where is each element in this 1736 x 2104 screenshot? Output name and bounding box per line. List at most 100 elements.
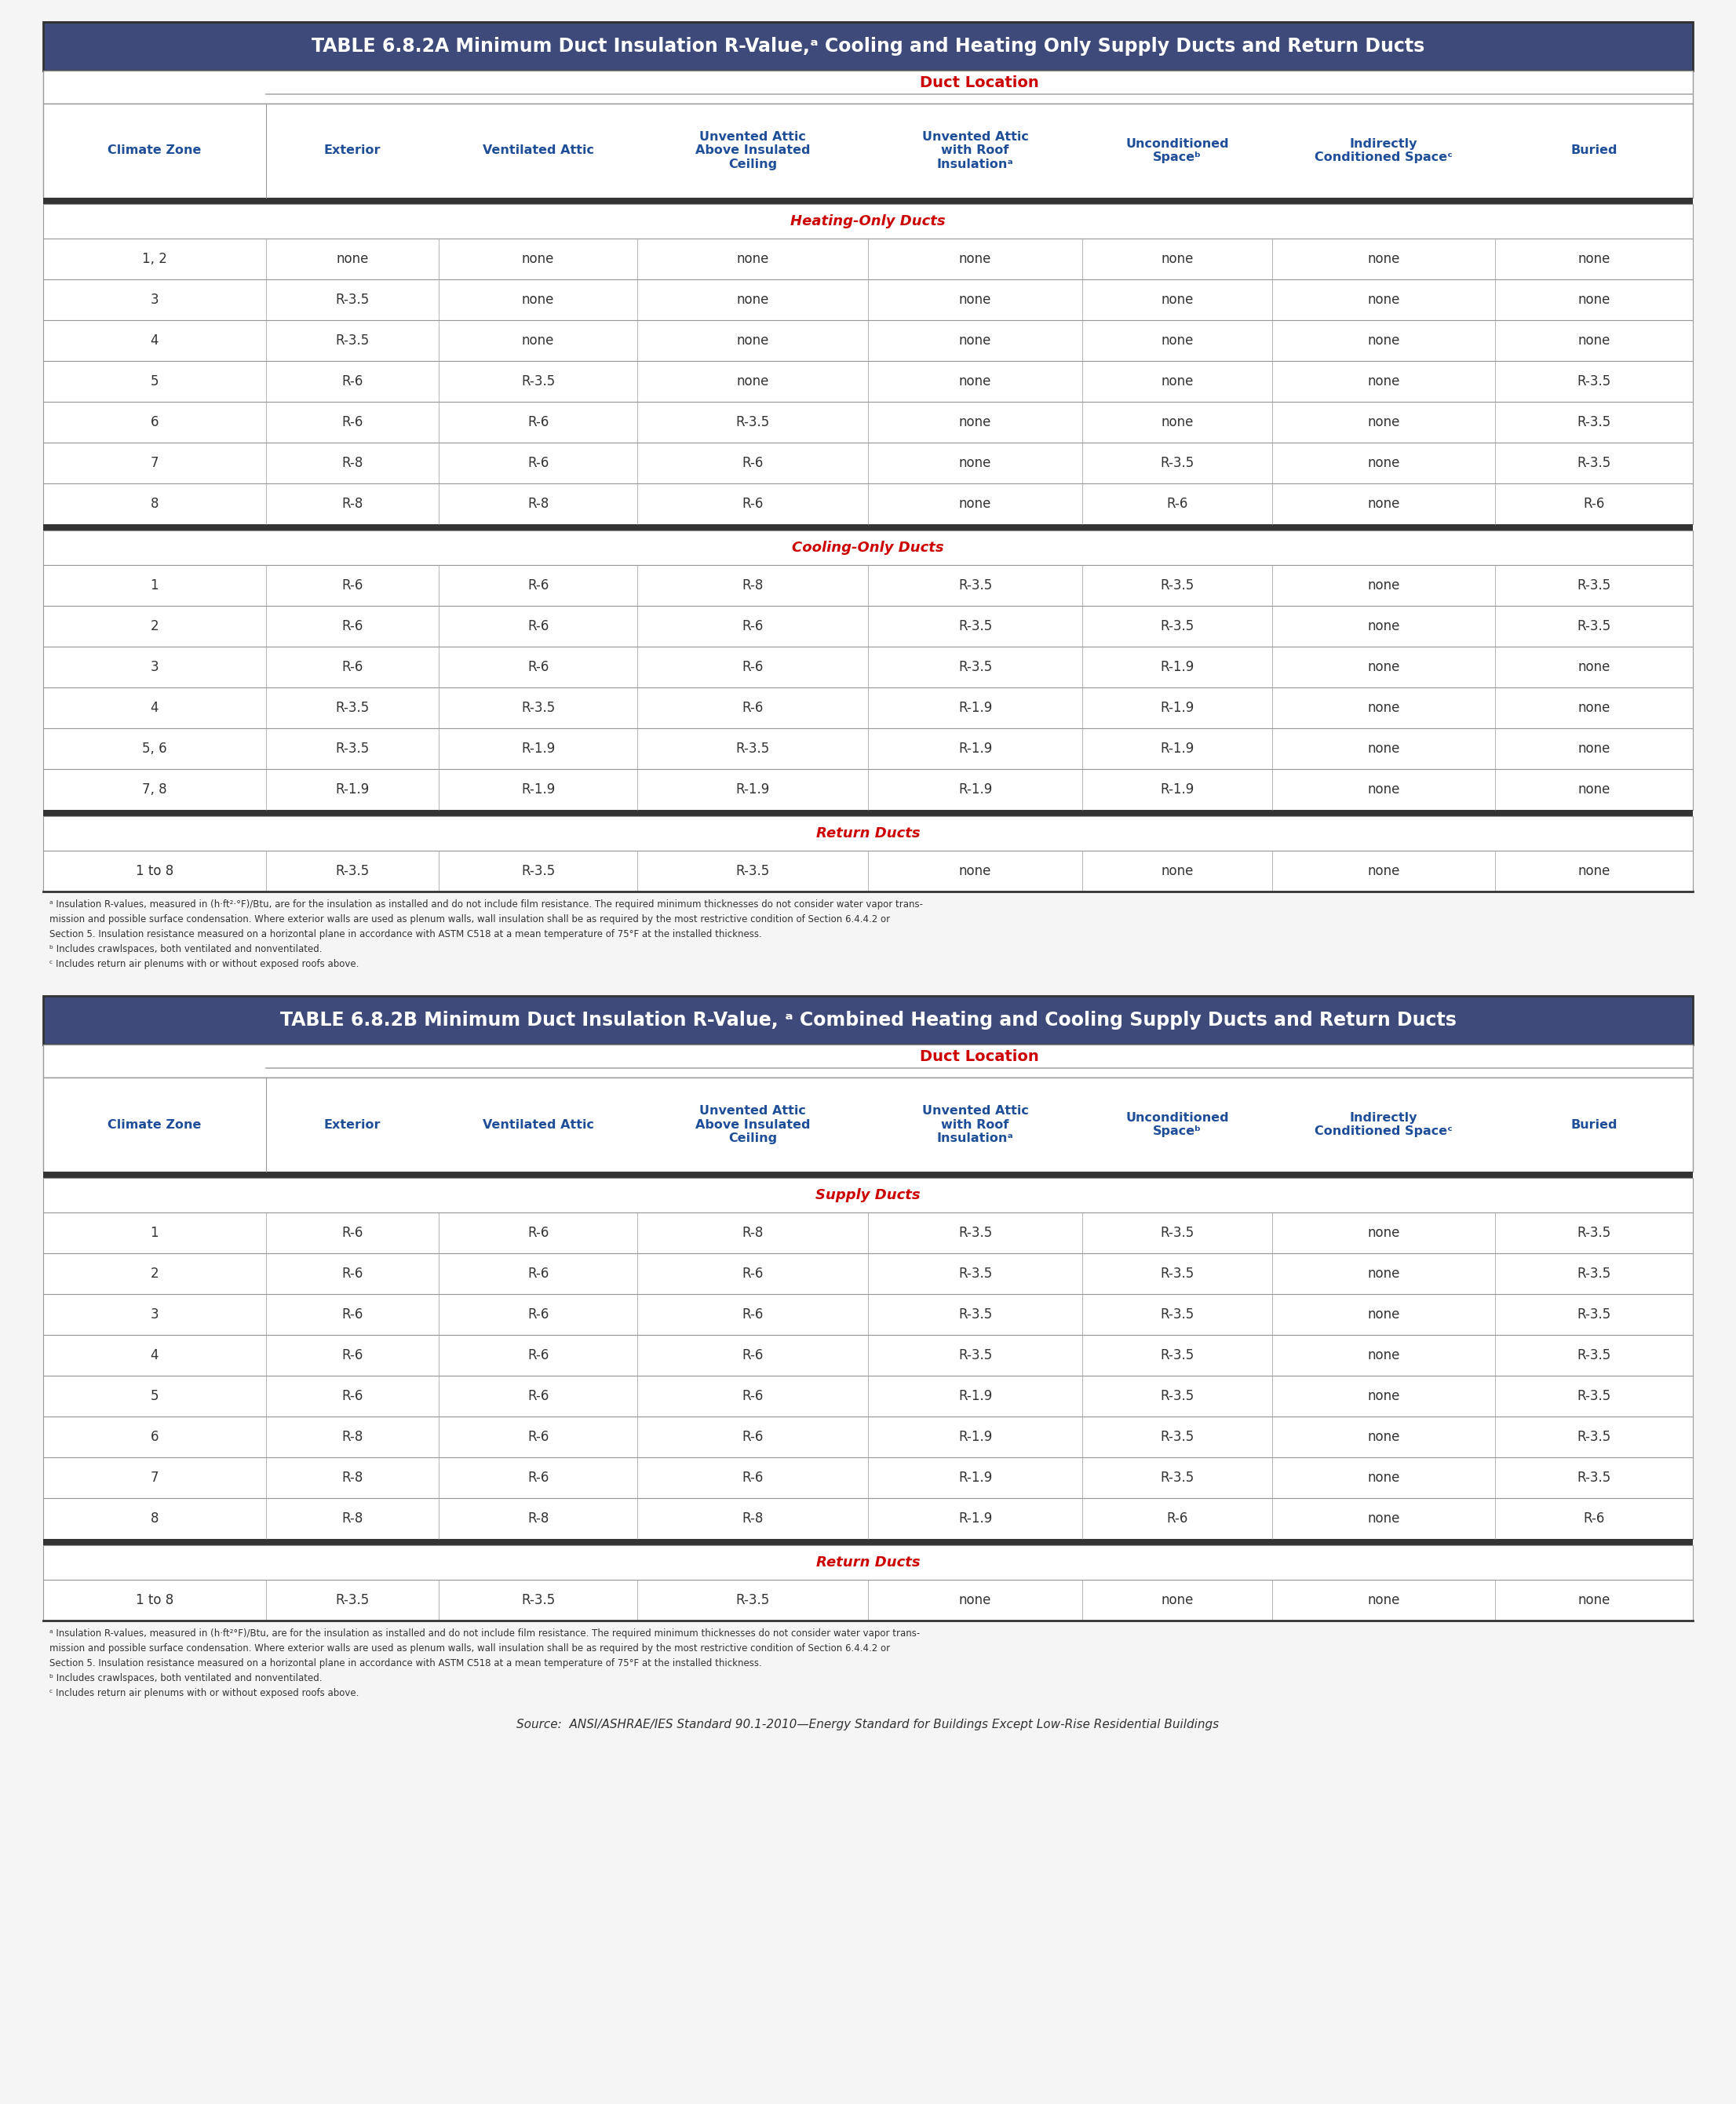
Text: R-6: R-6 [342, 1307, 363, 1321]
Text: Exterior: Exterior [325, 145, 380, 156]
Text: 7: 7 [151, 1471, 158, 1485]
Text: R-3.5: R-3.5 [958, 619, 993, 633]
Bar [43, 1458, 1693, 1498]
Text: R-1.9: R-1.9 [1160, 661, 1194, 673]
Text: R-1.9: R-1.9 [1160, 783, 1194, 797]
Text: R-1.9: R-1.9 [1160, 701, 1194, 715]
Text: R-3.5: R-3.5 [1160, 1431, 1194, 1443]
Text: R-1.9: R-1.9 [958, 741, 993, 755]
Text: mission and possible surface condensation. Where exterior walls are used as plen: mission and possible surface condensatio… [49, 1643, 891, 1654]
Text: R-6: R-6 [741, 1307, 764, 1321]
Text: R-3.5: R-3.5 [521, 1593, 556, 1607]
Text: R-3.5: R-3.5 [1576, 457, 1611, 469]
Text: none: none [1368, 619, 1399, 633]
Text: none: none [958, 252, 991, 265]
Text: none: none [1578, 783, 1609, 797]
Text: R-3.5: R-3.5 [1576, 579, 1611, 593]
Text: Heating-Only Ducts: Heating-Only Ducts [790, 215, 946, 229]
Text: R-6: R-6 [528, 1389, 549, 1403]
Text: none: none [1368, 375, 1399, 389]
Bar [43, 1172, 1693, 1178]
Text: none: none [1161, 252, 1194, 265]
Bar [43, 21, 1693, 72]
Text: none: none [736, 335, 769, 347]
Text: none: none [1368, 741, 1399, 755]
Text: none: none [1161, 375, 1194, 389]
Text: R-3.5: R-3.5 [958, 1227, 993, 1239]
Text: R-1.9: R-1.9 [958, 1389, 993, 1403]
Text: R-6: R-6 [528, 1267, 549, 1281]
Text: Unconditioned
Spaceᵇ: Unconditioned Spaceᵇ [1125, 1111, 1229, 1138]
Text: R-6: R-6 [342, 661, 363, 673]
Bar [43, 1498, 1693, 1538]
Text: none: none [1368, 865, 1399, 877]
Text: none: none [523, 292, 554, 307]
Text: 8: 8 [151, 497, 158, 511]
Text: none: none [1161, 292, 1194, 307]
Text: ᶜ Includes return air plenums with or without exposed roofs above.: ᶜ Includes return air plenums with or wi… [49, 959, 359, 970]
Text: none: none [736, 252, 769, 265]
Text: none: none [958, 375, 991, 389]
Text: R-6: R-6 [741, 701, 764, 715]
Text: Source:  ANSI/ASHRAE/IES Standard 90.1-2010—Energy Standard for Buildings Except: Source: ANSI/ASHRAE/IES Standard 90.1-20… [517, 1719, 1219, 1729]
Text: R-8: R-8 [741, 1511, 764, 1525]
Text: Exterior: Exterior [325, 1119, 380, 1130]
Text: R-3.5: R-3.5 [1160, 1227, 1194, 1239]
Bar [43, 1254, 1693, 1294]
Text: R-6: R-6 [528, 1431, 549, 1443]
Text: none: none [1368, 414, 1399, 429]
Text: Unvented Attic
Above Insulated
Ceiling: Unvented Attic Above Insulated Ceiling [694, 1105, 811, 1145]
Text: R-6: R-6 [528, 414, 549, 429]
Bar [43, 1044, 1693, 1077]
Text: none: none [1368, 292, 1399, 307]
Text: Cooling-Only Ducts: Cooling-Only Ducts [792, 541, 944, 555]
Text: R-6: R-6 [1167, 1511, 1187, 1525]
Text: 7, 8: 7, 8 [142, 783, 167, 797]
Bar [43, 530, 1693, 566]
Text: none: none [1161, 865, 1194, 877]
Text: 3: 3 [151, 661, 158, 673]
Text: none: none [958, 457, 991, 469]
Text: none: none [1578, 1593, 1609, 1607]
Text: none: none [1368, 1389, 1399, 1403]
Text: 4: 4 [151, 335, 158, 347]
Bar [43, 1376, 1693, 1416]
Text: R-6: R-6 [1583, 497, 1604, 511]
Text: Buried: Buried [1571, 145, 1618, 156]
Bar [43, 1334, 1693, 1376]
Text: Unvented Attic
Above Insulated
Ceiling: Unvented Attic Above Insulated Ceiling [694, 130, 811, 170]
Text: none: none [523, 335, 554, 347]
Text: R-3.5: R-3.5 [1576, 1349, 1611, 1363]
Text: none: none [1578, 661, 1609, 673]
Text: none: none [1368, 1267, 1399, 1281]
Text: 3: 3 [151, 292, 158, 307]
Text: R-3.5: R-3.5 [1160, 579, 1194, 593]
Text: R-6: R-6 [528, 1307, 549, 1321]
Text: none: none [1368, 1431, 1399, 1443]
Text: R-3.5: R-3.5 [736, 741, 769, 755]
Text: R-8: R-8 [342, 1471, 363, 1485]
Text: none: none [1161, 335, 1194, 347]
Text: none: none [1161, 1593, 1194, 1607]
Bar [43, 850, 1693, 892]
Text: none: none [958, 865, 991, 877]
Text: R-6: R-6 [342, 619, 363, 633]
Text: R-1.9: R-1.9 [736, 783, 769, 797]
Bar [43, 688, 1693, 728]
Text: R-3.5: R-3.5 [1576, 1227, 1611, 1239]
Text: R-3.5: R-3.5 [1576, 375, 1611, 389]
Bar [43, 442, 1693, 484]
Text: TABLE 6.8.2B Minimum Duct Insulation R-Value, ᵃ Combined Heating and Cooling Sup: TABLE 6.8.2B Minimum Duct Insulation R-V… [279, 1010, 1457, 1029]
Bar [43, 995, 1693, 1044]
Text: R-3.5: R-3.5 [1160, 1307, 1194, 1321]
Text: none: none [1368, 1349, 1399, 1363]
Bar [43, 204, 1693, 238]
Text: R-6: R-6 [1583, 1511, 1604, 1525]
Text: R-3.5: R-3.5 [1576, 1471, 1611, 1485]
Text: R-6: R-6 [342, 1227, 363, 1239]
Text: R-3.5: R-3.5 [958, 1267, 993, 1281]
Text: R-6: R-6 [741, 1389, 764, 1403]
Text: none: none [1368, 1307, 1399, 1321]
Text: R-1.9: R-1.9 [521, 741, 556, 755]
Text: none: none [1578, 252, 1609, 265]
